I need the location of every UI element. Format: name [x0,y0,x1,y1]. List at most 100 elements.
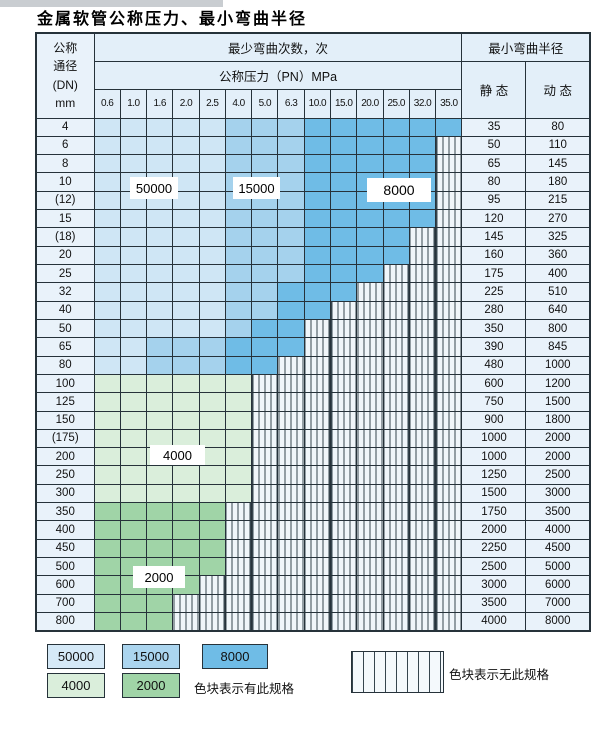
spec-cell [303,154,332,174]
spec-cell [146,428,174,449]
no-spec-cell [330,520,358,540]
legend-item-50000: 50000 [47,644,105,669]
spec-cell [408,135,437,156]
no-spec-cell [408,337,437,357]
bend-cycles-header: 最少弯曲次数，次 [93,32,463,62]
no-spec-cell [251,502,279,522]
spec-cell [330,172,358,192]
dn-cell: 300 [35,483,95,504]
dn-cell: 700 [35,593,95,613]
dynamic-radius-cell: 7000 [525,593,591,613]
no-spec-cell [408,465,437,485]
no-spec-cell [382,575,410,595]
spec-cell [119,502,148,522]
no-spec-cell [224,520,253,540]
legend-item-4000: 4000 [47,673,105,698]
no-spec-cell [251,556,279,577]
no-spec-cell [251,483,279,504]
no-spec-cell [435,245,463,266]
spec-cell [93,410,121,430]
dynamic-radius-cell: 145 [525,154,591,174]
spec-cell [119,135,148,156]
spec-cell [251,117,279,137]
dynamic-radius-cell: 3000 [525,483,591,504]
no-spec-cell [251,410,279,430]
dynamic-radius-cell: 845 [525,337,591,357]
no-spec-cell [382,593,410,613]
no-spec-cell [435,227,463,247]
spec-cell [224,392,253,412]
no-spec-cell [435,538,463,559]
no-spec-cell [251,593,279,613]
spec-cell [93,611,121,632]
spec-cell [198,447,226,467]
no-spec-cell [435,575,463,595]
spec-cell [382,154,410,174]
no-spec-cell [382,355,410,375]
dynamic-radius-cell: 6000 [525,575,591,595]
table-row: 25 175 400 [35,263,591,284]
table-row: 500 2500 5000 [35,556,591,577]
spec-cell [277,300,305,320]
dynamic-radius-cell: 8000 [525,611,591,632]
spec-cell [172,117,200,137]
min-radius-header: 最小弯曲半径 [461,32,591,62]
spec-cell [198,154,226,174]
no-spec-cell [330,465,358,485]
spec-cell [146,227,174,247]
no-spec-cell [382,465,410,485]
legend-no-spec-text: 色块表示无此规格 [449,668,550,682]
static-radius-cell: 145 [461,227,527,247]
no-spec-cell [435,135,463,156]
spec-cell [224,355,253,375]
spec-cell [146,483,174,504]
no-spec-cell [303,538,332,559]
spec-cell [146,337,174,357]
no-spec-cell [356,483,384,504]
no-spec-cell [408,428,437,449]
no-spec-cell [435,410,463,430]
spec-cell [172,410,200,430]
no-spec-cell [198,593,226,613]
no-spec-cell [330,611,358,632]
no-spec-cell [303,502,332,522]
legend-item-8000: 8000 [202,644,268,669]
no-spec-cell [330,483,358,504]
spec-cell [356,209,384,229]
no-spec-cell [435,209,463,229]
no-spec-cell [408,282,437,302]
no-spec-cell [330,428,358,449]
no-spec-cell [408,447,437,467]
spec-cell [251,282,279,302]
no-spec-cell [356,556,384,577]
spec-cell [356,227,384,247]
no-spec-cell [251,428,279,449]
dynamic-radius-cell: 3500 [525,502,591,522]
no-spec-cell [356,538,384,559]
dynamic-radius-cell: 5000 [525,556,591,577]
no-spec-cell [330,575,358,595]
dynamic-radius-cell: 400 [525,263,591,284]
no-spec-cell [435,520,463,540]
table-row: 6 50 110 [35,135,591,156]
spec-cell [93,373,121,394]
no-spec-cell [435,154,463,174]
legend-item-15000: 15000 [122,644,180,669]
dn-cell: (18) [35,227,95,247]
static-radius-cell: 120 [461,209,527,229]
table-row: 600 3000 6000 [35,575,591,595]
no-spec-cell [408,263,437,284]
spec-cell [198,245,226,266]
dn-cell: 350 [35,502,95,522]
no-spec-cell [356,282,384,302]
no-spec-cell [408,538,437,559]
no-spec-cell [277,447,305,467]
no-spec-cell [382,337,410,357]
no-spec-cell [356,428,384,449]
spec-cell [93,300,121,320]
pressure-header-cell: 25.0 [382,88,410,119]
no-spec-cell [382,300,410,320]
spec-cell [172,392,200,412]
spec-cell [93,575,121,595]
